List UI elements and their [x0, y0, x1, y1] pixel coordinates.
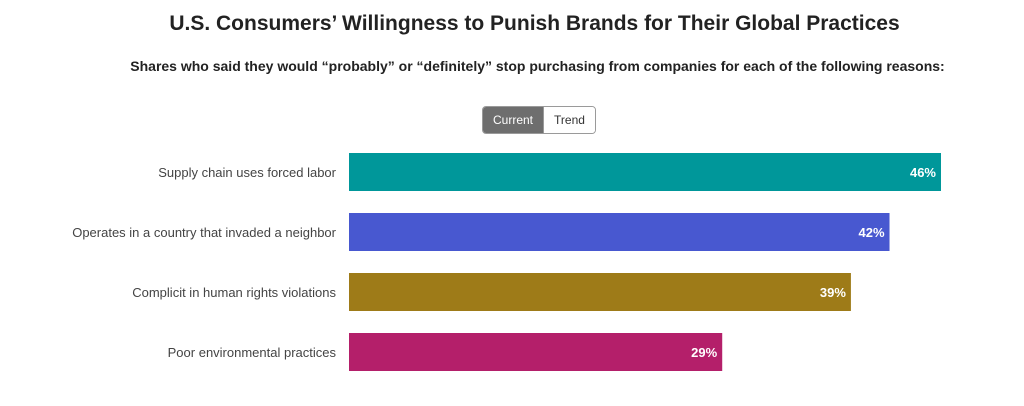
category-label: Operates in a country that invaded a nei… — [72, 225, 336, 240]
bar[interactable] — [349, 273, 851, 311]
category-label: Complicit in human rights violations — [132, 285, 336, 300]
bar-value-label: 39% — [820, 285, 846, 300]
bar-value-label: 42% — [858, 225, 884, 240]
chart-title: U.S. Consumers’ Willingness to Punish Br… — [169, 12, 900, 35]
category-label: Poor environmental practices — [168, 345, 337, 360]
view-toggle: Current Trend — [482, 106, 596, 134]
bar[interactable] — [349, 333, 723, 371]
bar[interactable] — [349, 213, 890, 251]
current-view-button[interactable]: Current — [483, 107, 544, 133]
trend-view-button[interactable]: Trend — [543, 107, 595, 133]
category-label: Supply chain uses forced labor — [158, 165, 336, 180]
bar-value-label: 29% — [691, 345, 717, 360]
bar[interactable] — [349, 153, 941, 191]
bar-value-label: 46% — [910, 165, 936, 180]
chart-subtitle: Shares who said they would “probably” or… — [130, 58, 945, 74]
